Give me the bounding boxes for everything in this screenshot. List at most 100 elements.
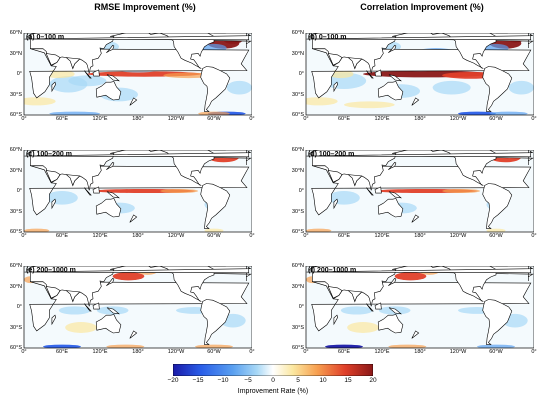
coastline <box>83 70 92 79</box>
lon-tick-label: 0° <box>21 116 27 122</box>
lon-tick-label: 60°W <box>489 233 503 239</box>
coastline <box>65 290 81 303</box>
coastline <box>482 66 513 112</box>
panel-label: (a) 0–100 m <box>26 34 65 41</box>
anomaly-patch <box>344 101 395 109</box>
colorbar-tick-label: −15 <box>192 377 204 384</box>
lon-tick-label: 120°E <box>374 349 390 355</box>
map-panel-a: (a) 0–100 m 60°N 30°N 0° 30°S 60°S 0° 60°E 120°E… <box>10 30 255 122</box>
anomaly-patch <box>306 97 338 106</box>
coastline <box>306 33 533 41</box>
lon-tick-label: 120°W <box>449 349 467 355</box>
coastline <box>365 303 374 312</box>
map-frame <box>305 150 534 233</box>
coastline <box>51 314 57 326</box>
lon-tick-label: 120°E <box>92 116 108 122</box>
anomaly-patch <box>394 272 427 281</box>
anomaly-patch <box>24 97 56 106</box>
anomaly-patch <box>486 228 506 232</box>
lat-tick-label: 30°S <box>10 91 22 98</box>
lat-tick-label: 30°N <box>9 50 22 57</box>
coastline <box>347 57 363 70</box>
anomaly-patch <box>58 306 91 315</box>
panel-label: (e) 200–1000 m <box>26 267 76 274</box>
coastline <box>365 70 374 79</box>
coastline <box>388 277 397 287</box>
coastline <box>92 302 100 310</box>
lat-tick-label: 60°S <box>10 345 22 351</box>
anomaly-patch <box>477 344 515 348</box>
lat-tick-label: 0° <box>16 71 22 77</box>
column-title-correlation: Correlation Improvement (%) <box>360 2 484 12</box>
lat-tick-label: 60°S <box>292 229 304 235</box>
coastline <box>200 66 231 112</box>
anomaly-patch <box>347 322 379 333</box>
lat-tick-label: 30°S <box>292 91 304 98</box>
coastline <box>388 74 402 82</box>
map-panel-b: (b) 0–100 m 60°N 30°N 0° 30°S 60°S 0° 60°E 120°E… <box>292 30 537 122</box>
map-svg-f <box>305 266 534 349</box>
panel-label: (c) 100–200 m <box>26 151 72 158</box>
lon-tick-label: 60°E <box>338 233 350 239</box>
coastline <box>482 299 513 345</box>
coastline <box>377 81 404 101</box>
lon-tick-label: 0° <box>249 349 255 355</box>
lon-tick-label: 60°E <box>56 233 68 239</box>
lon-tick-label: 0° <box>21 349 27 355</box>
coastline <box>148 266 215 302</box>
lat-tick-label: 30°N <box>291 283 304 290</box>
coastline <box>51 81 57 93</box>
anomaly-patch <box>68 75 107 87</box>
coastline <box>45 170 61 183</box>
coastline <box>377 198 404 218</box>
lon-tick-label: 180° <box>132 233 144 239</box>
lon-tick-label: 60°E <box>338 116 350 122</box>
coastline <box>45 286 61 299</box>
map-svg-c <box>23 150 252 233</box>
lon-tick-label: 120°W <box>449 233 467 239</box>
coastline <box>306 150 533 158</box>
lon-tick-label: 0° <box>249 116 255 122</box>
lon-tick-label: 60°W <box>207 349 221 355</box>
coastline <box>106 74 120 82</box>
coastline <box>374 302 382 310</box>
map-frame <box>23 150 252 233</box>
anomaly-patch <box>328 191 360 205</box>
lon-tick-label: 60°E <box>338 349 350 355</box>
map-panel-c: (c) 100–200 m 60°N 30°N 0° 30°S 60°S 0° 60°E 120… <box>10 147 255 239</box>
lat-tick-label: 0° <box>298 304 304 310</box>
coastline <box>45 53 61 66</box>
anomaly-patch <box>195 344 233 348</box>
anomaly-patch <box>65 322 97 333</box>
coastline <box>482 183 513 229</box>
lat-tick-label: 60°N <box>291 147 304 153</box>
anomaly-patch <box>388 344 427 348</box>
coastline <box>374 69 382 77</box>
anomaly-patch <box>49 111 100 115</box>
coastline <box>92 69 100 77</box>
lat-tick-label: 60°S <box>10 229 22 235</box>
coastline <box>148 33 215 69</box>
coastline <box>411 330 420 339</box>
lat-tick-label: 30°N <box>291 50 304 57</box>
coastline <box>327 170 343 183</box>
coastline <box>95 81 122 101</box>
coastline <box>333 314 339 326</box>
colorbar <box>172 363 374 377</box>
lon-tick-label: 60°E <box>56 116 68 122</box>
coastline <box>95 198 122 218</box>
anomaly-patch <box>106 344 145 348</box>
lon-tick-label: 180° <box>414 233 426 239</box>
coastline <box>129 330 138 339</box>
lat-tick-label: 30°S <box>292 208 304 215</box>
colorbar-label: Improvement Rate (%) <box>237 388 309 395</box>
colorbar-tick-label: −5 <box>244 377 252 384</box>
anomaly-patch <box>325 344 363 348</box>
coastline <box>148 150 215 186</box>
lon-tick-label: 180° <box>132 349 144 355</box>
lat-tick-label: 30°S <box>10 208 22 215</box>
coastline <box>129 214 138 223</box>
coastline <box>24 150 251 158</box>
coastline <box>365 187 374 196</box>
colorbar-tick-label: 5 <box>296 377 300 384</box>
